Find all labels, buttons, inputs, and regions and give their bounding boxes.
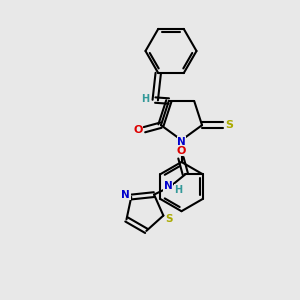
Text: N: N — [177, 136, 186, 147]
Text: H: H — [142, 94, 150, 103]
Text: S: S — [226, 120, 234, 130]
Text: O: O — [176, 146, 186, 156]
Text: N: N — [122, 190, 130, 200]
Text: H: H — [174, 185, 182, 195]
Text: O: O — [133, 125, 142, 135]
Text: S: S — [165, 214, 172, 224]
Text: N: N — [164, 181, 173, 191]
